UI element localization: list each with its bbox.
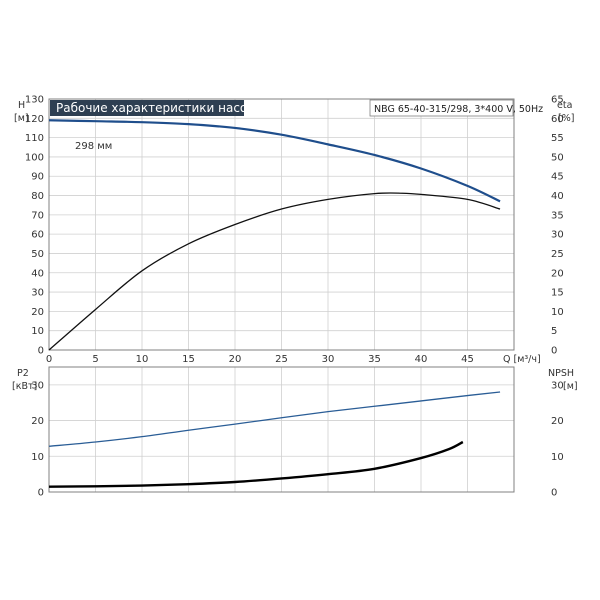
h-tick-label: 60 bbox=[31, 230, 44, 241]
h-tick-label: 80 bbox=[31, 191, 44, 202]
upper-plot-frame bbox=[48, 98, 515, 351]
npsh-axis-unit: [м] bbox=[563, 381, 578, 392]
h-tick-label: 110 bbox=[25, 133, 44, 144]
efficiency-curve bbox=[48, 192, 501, 351]
eta-tick-label: 55 bbox=[551, 133, 564, 144]
q-axis-label: Q [м³/ч] bbox=[503, 354, 541, 365]
upper-series bbox=[48, 119, 501, 351]
h-tick-label: 90 bbox=[31, 172, 44, 183]
h-tick-label: 10 bbox=[31, 326, 44, 337]
q-tick-label: 35 bbox=[368, 354, 381, 365]
power-p2-curve bbox=[48, 391, 501, 447]
head-efficiency-plot: Рабочие характеристики насоса NBG 65-40-… bbox=[14, 95, 574, 366]
q-tick-label: 45 bbox=[461, 354, 474, 365]
p2-axis-label: P2 bbox=[17, 368, 29, 379]
q-axis-ticks: 0 5 10 15 20 25 30 35 40 45 bbox=[46, 354, 474, 365]
q-tick-label: 15 bbox=[182, 354, 195, 365]
h-tick-label: 120 bbox=[25, 114, 44, 125]
npsh-tick-label: 20 bbox=[551, 416, 564, 427]
lower-plot-frame bbox=[48, 366, 515, 493]
h-tick-label: 20 bbox=[31, 307, 44, 318]
eta-tick-label: 30 bbox=[551, 230, 564, 241]
model-box bbox=[369, 99, 514, 117]
npsh-tick-label: 10 bbox=[551, 452, 564, 463]
power-npsh-plot: P2 [кВт] NPSH [м] 0 10 20 30 0 10 20 30 bbox=[12, 366, 578, 499]
npsh-axis-ticks: 0 10 20 30 bbox=[551, 380, 564, 498]
head-curve bbox=[48, 119, 501, 203]
eta-axis-label: eta bbox=[557, 100, 572, 111]
eta-tick-label: 10 bbox=[551, 307, 564, 318]
eta-tick-label: 5 bbox=[551, 326, 557, 337]
npsh-tick-label: 30 bbox=[551, 380, 564, 391]
eta-tick-label: 65 bbox=[551, 95, 564, 106]
eta-tick-label: 20 bbox=[551, 268, 564, 279]
lower-grid bbox=[48, 367, 514, 493]
npsh-axis-label: NPSH bbox=[548, 368, 574, 379]
eta-tick-label: 0 bbox=[551, 346, 557, 357]
eta-axis-unit: [%] bbox=[558, 113, 574, 124]
p2-tick-label: 0 bbox=[38, 488, 44, 499]
q-tick-label: 40 bbox=[415, 354, 428, 365]
h-tick-label: 100 bbox=[25, 152, 44, 163]
impeller-diameter-annotation: 298 мм bbox=[75, 141, 112, 152]
h-axis-unit: [м] bbox=[14, 113, 29, 124]
h-tick-label: 40 bbox=[31, 268, 44, 279]
q-tick-label: 0 bbox=[46, 354, 52, 365]
p2-tick-label: 20 bbox=[31, 416, 44, 427]
eta-axis-ticks: 0 5 10 15 20 25 30 35 40 45 50 55 60 65 bbox=[551, 95, 564, 357]
title-box bbox=[50, 100, 244, 116]
p2-axis-ticks: 0 10 20 30 bbox=[31, 380, 44, 498]
h-tick-label: 130 bbox=[25, 95, 44, 106]
pump-model-label: NBG 65-40-315/298, 3*400 V, 50Hz bbox=[374, 104, 543, 115]
q-tick-label: 20 bbox=[229, 354, 242, 365]
eta-tick-label: 60 bbox=[551, 114, 564, 125]
h-tick-label: 70 bbox=[31, 210, 44, 221]
upper-grid bbox=[48, 98, 514, 351]
q-tick-label: 5 bbox=[92, 354, 98, 365]
h-tick-label: 30 bbox=[31, 288, 44, 299]
h-tick-label: 0 bbox=[38, 346, 44, 357]
npsh-curve bbox=[48, 440, 464, 488]
p2-tick-label: 10 bbox=[31, 452, 44, 463]
eta-tick-label: 45 bbox=[551, 172, 564, 183]
eta-tick-label: 15 bbox=[551, 288, 564, 299]
h-tick-label: 50 bbox=[31, 249, 44, 260]
npsh-tick-label: 0 bbox=[551, 488, 557, 499]
q-tick-label: 10 bbox=[136, 354, 149, 365]
p2-tick-label: 30 bbox=[31, 380, 44, 391]
q-tick-label: 25 bbox=[275, 354, 288, 365]
h-axis-label: H bbox=[18, 100, 25, 111]
q-tick-label: 30 bbox=[322, 354, 335, 365]
lower-series bbox=[48, 391, 501, 488]
eta-tick-label: 25 bbox=[551, 249, 564, 260]
chart-title: Рабочие характеристики насоса bbox=[56, 101, 261, 115]
h-axis-ticks: 0 10 20 30 40 50 60 70 80 90 100 110 120 130 bbox=[25, 95, 44, 357]
eta-tick-label: 40 bbox=[551, 191, 564, 202]
p2-axis-unit: [кВт] bbox=[12, 381, 37, 392]
eta-tick-label: 50 bbox=[551, 152, 564, 163]
eta-tick-label: 35 bbox=[551, 210, 564, 221]
